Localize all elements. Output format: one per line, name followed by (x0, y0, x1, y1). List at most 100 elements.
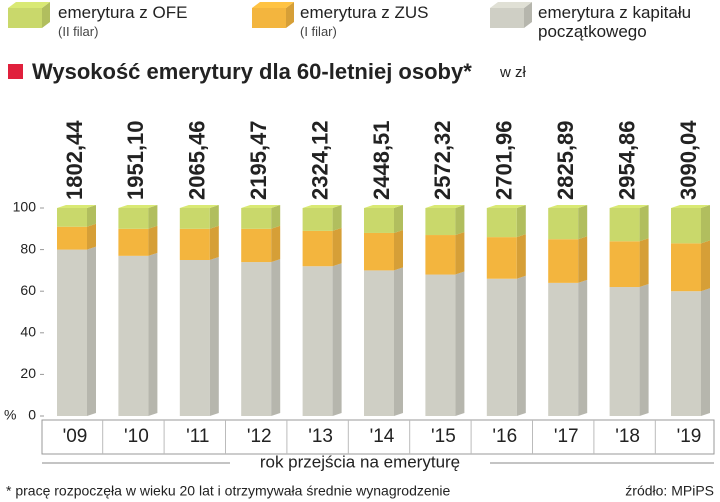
legend-note: (II filar) (58, 24, 99, 39)
bar-top (548, 205, 588, 208)
bar-side (701, 288, 710, 416)
bar-side (87, 205, 96, 227)
legend-label: emerytura z ZUS (300, 3, 429, 22)
total-label: 2324,12 (307, 120, 332, 200)
title-marker (8, 64, 23, 79)
bar-segment (671, 208, 701, 244)
bar-top (302, 205, 342, 208)
total-label: 2572,32 (430, 120, 455, 200)
bar-segment (241, 228, 272, 263)
bar-side (209, 225, 219, 260)
bar-side (516, 205, 526, 238)
bar-segment (241, 208, 272, 229)
y-tick-label: 100 (13, 199, 37, 215)
bar-side (87, 223, 96, 250)
bar-top (486, 205, 526, 208)
legend-swatch (490, 8, 524, 28)
footnote: * pracę rozpoczęła w wieku 20 lat i otrz… (6, 483, 451, 499)
bar-side (639, 238, 649, 288)
bar-segment (548, 208, 579, 240)
total-label: 3090,04 (676, 120, 701, 200)
x-tick-label: '09 (63, 426, 88, 447)
bar-side (578, 205, 588, 240)
bar-side (271, 225, 281, 263)
legend-entry: emerytura z ZUS (I filar) (300, 3, 490, 41)
bar-segment (302, 230, 333, 267)
bar-side (701, 240, 710, 292)
bar-side (455, 271, 465, 416)
bar-segment (425, 235, 456, 275)
x-axis-label: rok przejścia na emeryturę (260, 452, 460, 471)
bar-segment (302, 208, 333, 231)
total-label: 2701,96 (492, 120, 517, 200)
bar-top (179, 205, 219, 208)
total-label: 2448,51 (369, 120, 394, 200)
legend-swatch-top (490, 2, 532, 8)
x-axis-box (41, 419, 715, 455)
total-label: 2065,46 (185, 120, 210, 200)
legend-swatch (8, 8, 42, 28)
legend-swatch-top (252, 2, 294, 8)
bar-side (332, 227, 342, 267)
bar-top (57, 205, 96, 208)
total-label: 1802,44 (62, 120, 87, 200)
bar-side (701, 205, 710, 244)
total-label: 1951,10 (123, 120, 148, 200)
bar-segment (179, 208, 210, 229)
legend-entry: emerytura z OFE (II filar) (58, 3, 248, 41)
legend-swatch (252, 8, 286, 28)
bar-side (394, 267, 403, 416)
bar-side (271, 259, 281, 416)
x-tick-label: '12 (247, 426, 272, 447)
bar-top (364, 205, 403, 208)
bar-side (394, 205, 403, 233)
bar-side (209, 205, 219, 229)
source: źródło: MPiPS (625, 483, 714, 499)
x-tick-label: '17 (554, 426, 579, 447)
bar-top (118, 205, 158, 208)
x-tick-label: '14 (370, 426, 395, 447)
bar-segment (302, 266, 333, 416)
bar-side (332, 205, 342, 231)
legend-swatch-side (42, 2, 50, 28)
bar-segment (57, 208, 87, 227)
bar-side (148, 252, 158, 416)
bar-side (271, 205, 281, 229)
y-tick-label: 80 (20, 240, 36, 256)
bar-side (639, 284, 649, 416)
bar-top (609, 205, 649, 208)
chart-title: Wysokość emerytury dla 60-letniej osoby* (32, 59, 472, 84)
bar-segment (364, 270, 394, 416)
bar-side (332, 263, 342, 416)
bar-segment (609, 208, 640, 242)
x-tick-label: '18 (615, 426, 640, 447)
bar-side (209, 257, 219, 416)
bar-top (241, 205, 281, 208)
bar-segment (118, 228, 149, 256)
bar-segment (486, 278, 517, 416)
bar-segment (548, 282, 579, 416)
bar-side (578, 279, 588, 416)
bar-segment (241, 262, 272, 416)
y-unit: % (4, 407, 16, 423)
bar-segment (609, 287, 640, 416)
x-tick-label: '16 (492, 426, 517, 447)
bar-side (639, 205, 649, 242)
bar-side (148, 225, 158, 256)
bar-side (455, 232, 465, 275)
bar-segment (179, 260, 210, 416)
unit: w zł (499, 64, 527, 81)
x-tick-label: '15 (431, 426, 456, 447)
bar-segment (118, 208, 149, 229)
bar-side (148, 205, 158, 229)
bar-side (87, 246, 96, 416)
y-tick-label: 60 (20, 282, 36, 298)
bar-side (516, 275, 526, 416)
bar-side (578, 236, 588, 283)
total-label: 2195,47 (246, 120, 271, 200)
y-tick-label: 0 (28, 407, 36, 423)
y-tick-label: 20 (20, 365, 36, 381)
bar-segment (609, 241, 640, 288)
bar-segment (486, 208, 517, 238)
